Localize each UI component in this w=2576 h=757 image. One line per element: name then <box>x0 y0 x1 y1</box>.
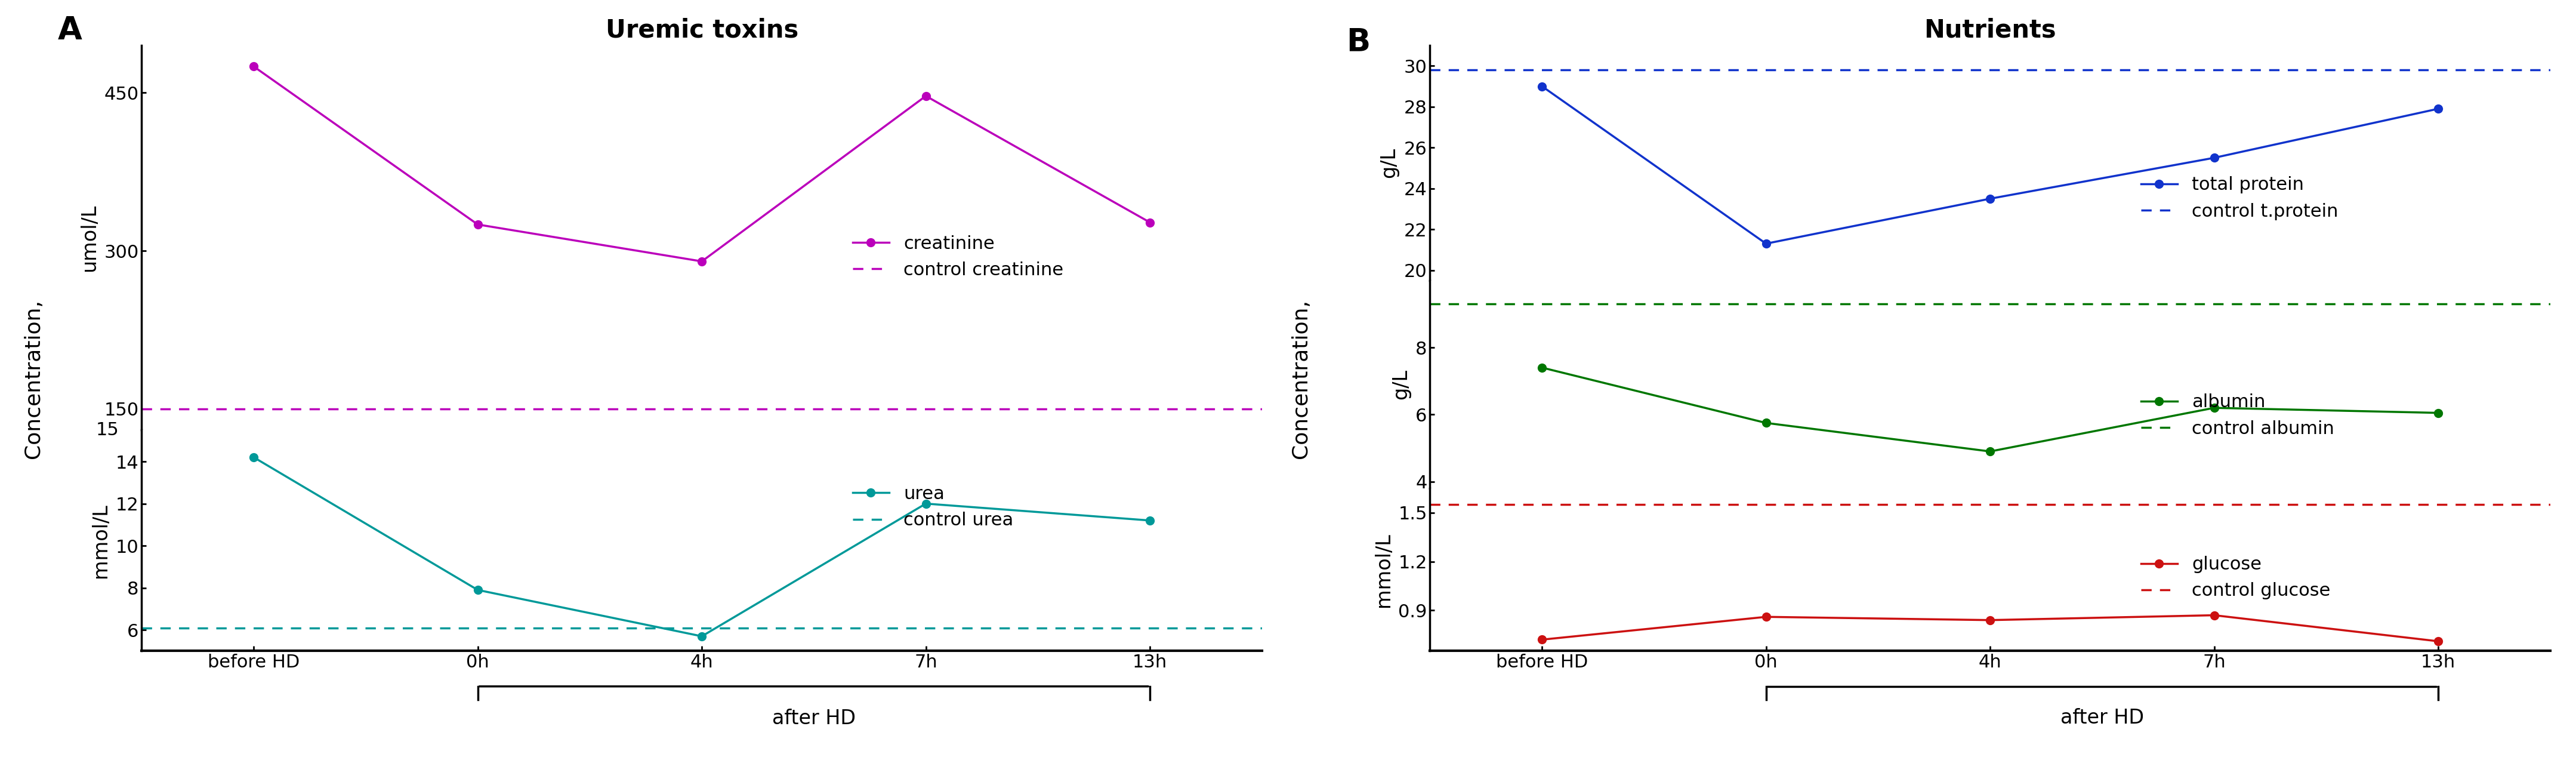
Legend: creatinine, control creatinine: creatinine, control creatinine <box>845 228 1072 286</box>
Y-axis label: g/L: g/L <box>1378 148 1399 178</box>
Title: Nutrients: Nutrients <box>1924 17 2056 42</box>
Text: after HD: after HD <box>773 709 855 728</box>
Text: after HD: after HD <box>2061 708 2143 727</box>
Y-axis label: g/L: g/L <box>1391 369 1412 400</box>
Text: Concentration,: Concentration, <box>23 299 44 458</box>
Y-axis label: umol/L: umol/L <box>80 204 98 272</box>
Title: Uremic toxins: Uremic toxins <box>605 17 799 42</box>
Legend: total protein, control t.protein: total protein, control t.protein <box>2133 169 2347 227</box>
Y-axis label: mmol/L: mmol/L <box>90 503 111 578</box>
Legend: glucose, control glucose: glucose, control glucose <box>2133 549 2339 607</box>
Legend: albumin, control albumin: albumin, control albumin <box>2133 386 2342 444</box>
Text: B: B <box>1347 26 1370 58</box>
Y-axis label: mmol/L: mmol/L <box>1373 532 1394 607</box>
Legend: urea, control urea: urea, control urea <box>845 478 1020 537</box>
Text: 15: 15 <box>95 422 118 438</box>
Text: Concentration,: Concentration, <box>1291 299 1311 458</box>
Text: A: A <box>57 14 82 45</box>
